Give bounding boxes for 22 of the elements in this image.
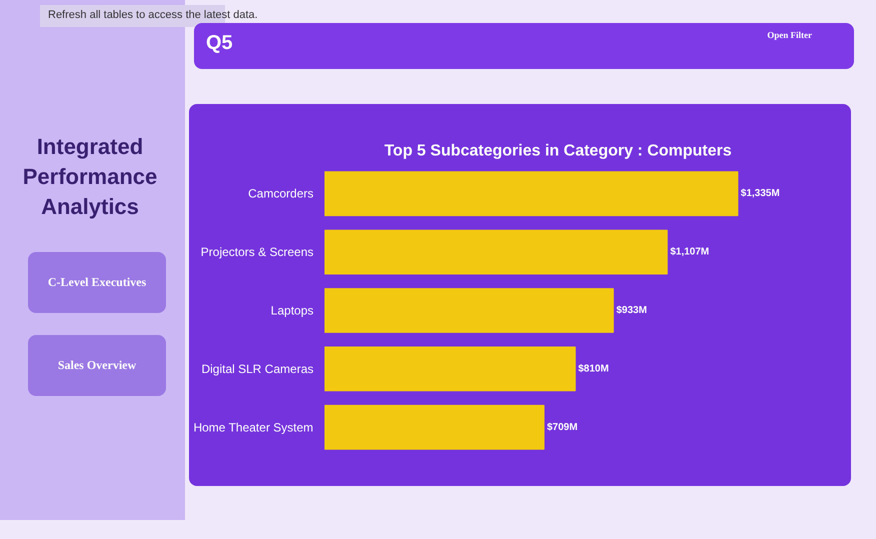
y-tick-label: Home Theater System (193, 420, 314, 434)
y-tick-label: Digital SLR Cameras (201, 362, 314, 376)
data-label: $1,335M (740, 188, 780, 200)
y-tick-label: Projectors & Screens (200, 245, 314, 260)
data-label: $1,107M (670, 246, 710, 258)
data-label: $933M (616, 305, 647, 316)
text: Integrated Performance Analytics (22, 132, 158, 221)
bar (324, 171, 738, 216)
y-tick-label: Laptops (270, 304, 314, 318)
bar (324, 404, 544, 450)
text: Sales Overview (28, 334, 166, 396)
text: Open Filter (767, 29, 812, 42)
text: Q5 (206, 31, 233, 56)
text: C-Level Executives (28, 252, 166, 313)
chart-title: Top 5 Subcategories in Category : Computers (384, 142, 732, 160)
data-label: $709M (546, 422, 578, 433)
bar (324, 230, 668, 274)
data-label: $810M (578, 363, 609, 374)
bar (324, 346, 576, 392)
bar (324, 288, 614, 333)
y-tick-label: Camcorders (248, 186, 314, 201)
text: Refresh all tables to access the latest data. (48, 8, 258, 23)
